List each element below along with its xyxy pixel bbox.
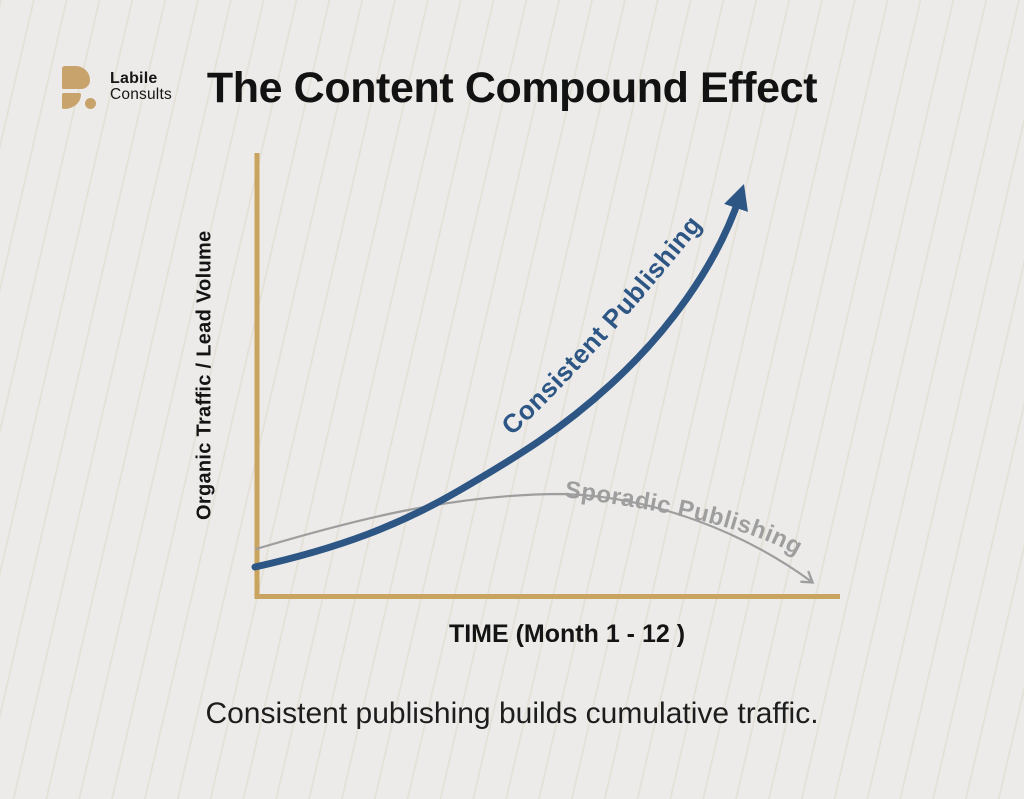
sporadic-publishing-label: Sporadic Publishing (563, 476, 807, 561)
leaf-dot-shape (85, 98, 96, 109)
leaf-top-shape (62, 66, 90, 89)
brand-name-line2: Consults (110, 86, 172, 104)
x-axis-label: TIME (Month 1 - 12 ) (448, 620, 686, 648)
brand-name: Labile Consults (110, 69, 172, 104)
page-title: The Content Compound Effect (206, 64, 818, 112)
sporadic-publishing-label-text: Sporadic Publishing (563, 476, 806, 561)
brand-name-line1: Labile (110, 69, 158, 87)
consistent-publishing-label: Consistent Publishing (495, 210, 707, 441)
sporadic-publishing-curve (254, 492, 815, 584)
consistent-publishing-label-text: Consistent Publishing (495, 210, 707, 441)
consistent-publishing-curve (251, 184, 748, 571)
y-axis-label: Organic Traffic / Lead Volume (193, 230, 216, 521)
brand-logo: Labile Consults (62, 64, 172, 110)
labile-leaf-icon (62, 64, 100, 110)
chart-caption: Consistent publishing builds cumulative … (205, 697, 819, 730)
